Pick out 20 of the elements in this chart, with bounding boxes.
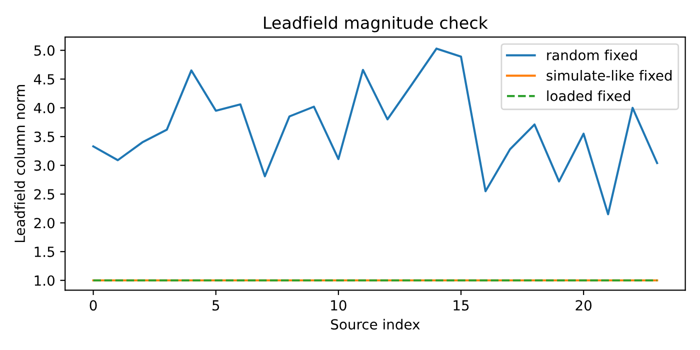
y-tick-label: 1.0 — [34, 275, 54, 286]
y-tick-label: 3.0 — [34, 160, 54, 171]
y-tick-label: 5.0 — [34, 45, 54, 56]
x-axis-title: Source index — [331, 318, 420, 330]
y-tick-label: 2.5 — [34, 189, 54, 200]
y-tick-label: 2.0 — [34, 218, 54, 228]
x-tick-label: 5 — [212, 300, 220, 311]
y-axis-title: Leadfield column norm — [14, 85, 26, 242]
chart-title: Leadfield magnitude check — [264, 16, 488, 32]
x-tick-label: 20 — [576, 300, 592, 311]
x-tick-label: 10 — [331, 300, 346, 311]
x-tick-label: 0 — [90, 300, 97, 311]
y-tick-label: 1.5 — [34, 246, 54, 258]
legend-label: simulate-like fixed — [546, 70, 672, 81]
legend-label: loaded fixed — [547, 90, 630, 102]
y-tick-label: 3.5 — [34, 132, 54, 142]
legend-label: random fixed — [547, 50, 637, 60]
x-tick-label: 15 — [454, 300, 469, 311]
y-tick-label: 4.5 — [34, 74, 54, 85]
y-tick-label: 4.0 — [34, 102, 54, 114]
